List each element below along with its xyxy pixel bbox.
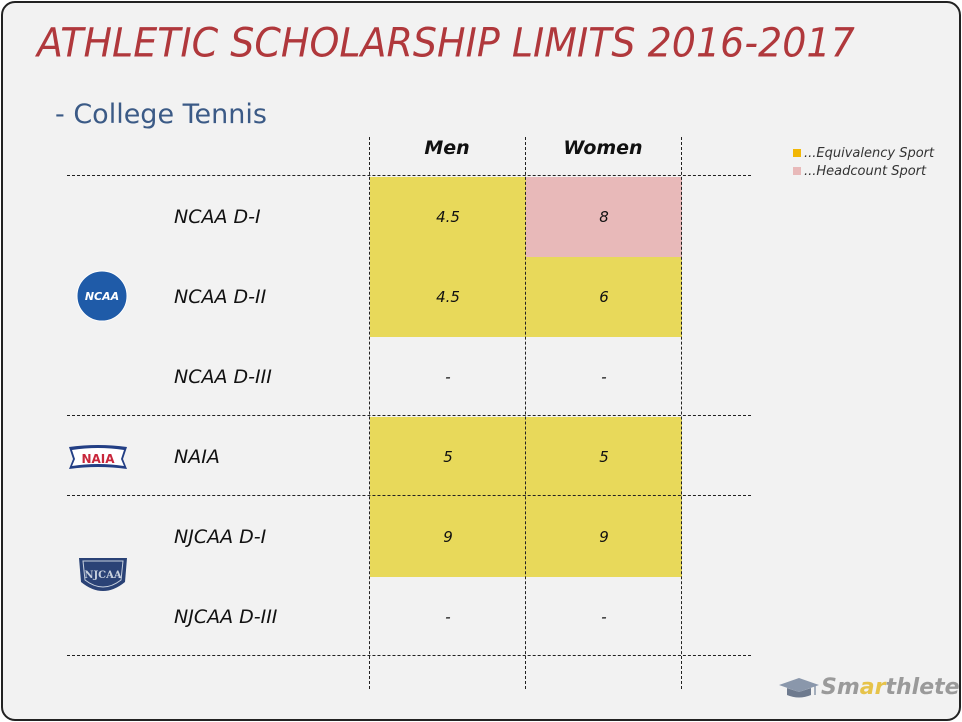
cell-men: 5 (370, 417, 526, 497)
grid-hline (67, 175, 751, 176)
column-header-women: Women (563, 137, 643, 159)
cell-women: 6 (526, 257, 682, 337)
grid-hline (67, 655, 751, 656)
legend-label: ...Headcount Sport (804, 163, 927, 179)
row-label: NJCAA D-I (174, 526, 267, 548)
row-label: NJCAA D-III (174, 606, 278, 628)
row-label: NCAA D-I (174, 206, 261, 228)
grid-hline (67, 495, 751, 496)
njcaa-logo-text: NJCAA (84, 570, 122, 581)
grid-vline (525, 137, 526, 689)
page-title: ATHLETIC SCHOLARSHIP LIMITS 2016-2017 (37, 19, 855, 67)
cell-women: - (601, 608, 607, 626)
grid-vline (369, 137, 370, 689)
cell-men: 4.5 (370, 177, 526, 257)
legend-item-equivalency: ...Equivalency Sport (793, 144, 934, 162)
cell-women: - (601, 368, 607, 386)
page-subtitle: - College Tennis (55, 99, 267, 130)
cell-women: 5 (526, 417, 682, 497)
naia-logo-text: NAIA (81, 452, 115, 466)
legend-label: ...Equivalency Sport (804, 145, 935, 161)
naia-logo: NAIA (69, 445, 127, 469)
legend-swatch-headcount (793, 167, 801, 175)
legend-swatch-equivalency (793, 149, 801, 157)
row-label: NCAA D-III (174, 366, 272, 388)
brand-accent: ar (859, 675, 886, 700)
cell-men: - (445, 368, 451, 386)
grid-hline (67, 415, 751, 416)
column-header-men: Men (424, 137, 470, 159)
cell-women: 8 (526, 177, 682, 257)
cell-men: 4.5 (370, 257, 526, 337)
row-label: NAIA (174, 446, 220, 468)
grid-vline (681, 137, 682, 689)
ncaa-logo: NCAA (76, 270, 128, 322)
njcaa-logo: NJCAA (79, 558, 127, 591)
graduation-cap-icon (779, 677, 819, 697)
ncaa-logo-text: NCAA (85, 290, 119, 303)
brand-logo: Sm ar thlete (777, 675, 960, 700)
cell-men: - (445, 608, 451, 626)
cell-women: 9 (526, 497, 682, 577)
legend-item-headcount: ...Headcount Sport (793, 162, 934, 180)
brand-prefix: Sm (821, 675, 860, 700)
row-label: NCAA D-II (174, 286, 267, 308)
brand-suffix: thlete (885, 675, 960, 700)
cell-men: 9 (370, 497, 526, 577)
legend: ...Equivalency Sport ...Headcount Sport (793, 144, 934, 180)
